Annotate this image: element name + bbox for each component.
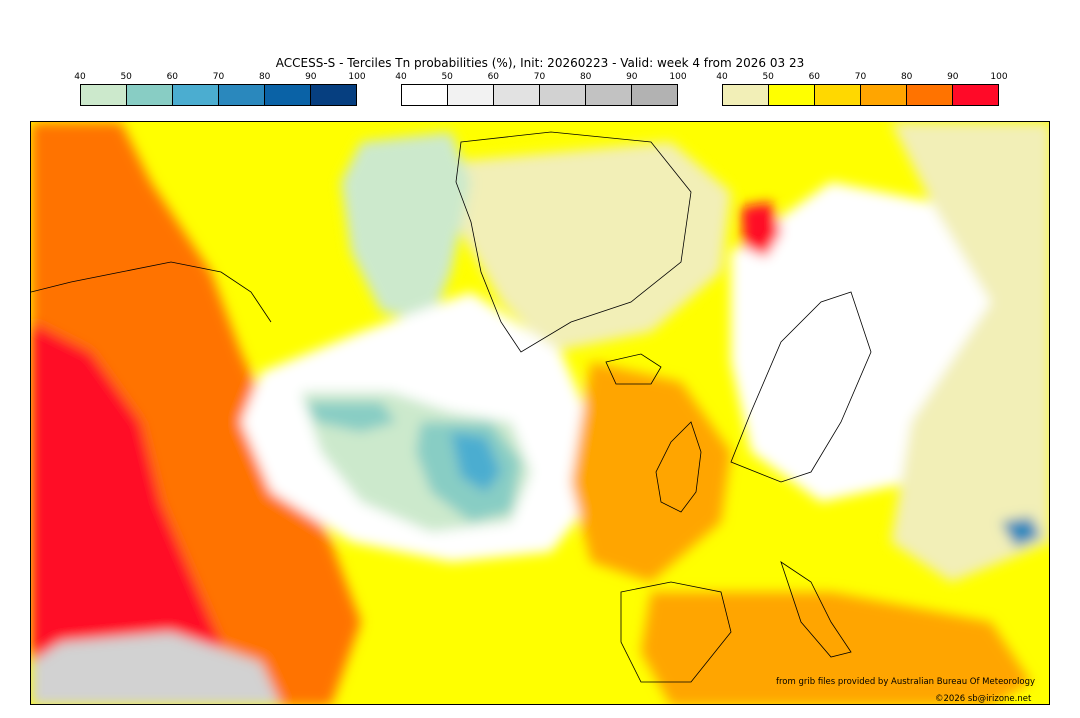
colorbar-above-swatches [722, 84, 999, 106]
tick: 70 [212, 72, 225, 82]
tick: 40 [716, 72, 728, 82]
coast-iberia [620, 581, 732, 683]
colorbar-below-swatches [80, 84, 357, 106]
above-70-east-atlantic [571, 362, 731, 582]
swatch [448, 85, 494, 105]
tick: 100 [348, 72, 366, 82]
below-40-arctic-canada [341, 132, 471, 322]
below-60-balkans [1001, 517, 1041, 547]
swatch [494, 85, 540, 105]
swatch [173, 85, 219, 105]
coast-greenland [455, 131, 692, 353]
copyright-credit: ©2026 sb@irizone.net [935, 694, 1032, 704]
below-50-atlantic-west [306, 402, 396, 432]
swatch [861, 85, 907, 105]
above-70-mediterranean [641, 592, 1031, 704]
coastlines [31, 131, 872, 683]
coast-scandinavia [730, 291, 872, 483]
colorbar-above-ticks: 40 50 60 70 80 90 100 [716, 72, 1007, 84]
coast-iceland [605, 353, 662, 385]
swatch [632, 85, 677, 105]
swatch [265, 85, 311, 105]
tick: 50 [762, 72, 774, 82]
coast-british-isles [655, 421, 702, 513]
probability-map [30, 121, 1050, 705]
colorbar-normal-swatches [401, 84, 678, 106]
colorbar-below-ticks: 40 50 60 70 80 90 100 [74, 72, 365, 84]
tick: 40 [395, 72, 407, 82]
swatch [769, 85, 815, 105]
tick: 40 [74, 72, 86, 82]
swatch [311, 85, 356, 105]
normal-70-southwest [31, 632, 281, 704]
above-90-svalbard [741, 202, 781, 257]
coast-north-america [31, 261, 272, 323]
tick: 90 [947, 72, 959, 82]
colorbar-normal-ticks: 40 50 60 70 80 90 100 [395, 72, 686, 84]
tick: 50 [441, 72, 453, 82]
swatch [402, 85, 448, 105]
tick: 80 [258, 72, 271, 82]
swatch [127, 85, 173, 105]
above-40-greenland [451, 142, 731, 352]
swatch [907, 85, 953, 105]
swatch [81, 85, 127, 105]
swatch [953, 85, 998, 105]
coast-italy [780, 561, 852, 658]
colorbar-above: 40 50 60 70 80 90 100 [716, 72, 1008, 112]
tick: 80 [900, 72, 913, 82]
tick: 60 [808, 72, 821, 82]
tick: 60 [487, 72, 500, 82]
map-svg [31, 122, 1049, 704]
source-credit: from grib files provided by Australian B… [776, 677, 1036, 687]
swatch [540, 85, 586, 105]
tick: 100 [669, 72, 687, 82]
swatch [723, 85, 769, 105]
above-40-east-europe [891, 122, 1049, 582]
tick: 50 [120, 72, 132, 82]
tick: 60 [166, 72, 179, 82]
below-60-atlantic-core [451, 432, 501, 492]
tick: 90 [626, 72, 638, 82]
tick: 80 [579, 72, 592, 82]
above-90-west-atlantic [31, 322, 221, 704]
tick: 70 [854, 72, 867, 82]
tick: 90 [305, 72, 317, 82]
swatch [586, 85, 632, 105]
colorbar-below: 40 50 60 70 80 90 100 [74, 72, 366, 112]
swatch [815, 85, 861, 105]
chart-title: ACCESS-S - Terciles Tn probabilities (%)… [275, 56, 805, 70]
swatch [219, 85, 265, 105]
tick: 70 [533, 72, 546, 82]
colorbar-normal: 40 50 60 70 80 90 100 [395, 72, 687, 112]
tick: 100 [990, 72, 1008, 82]
